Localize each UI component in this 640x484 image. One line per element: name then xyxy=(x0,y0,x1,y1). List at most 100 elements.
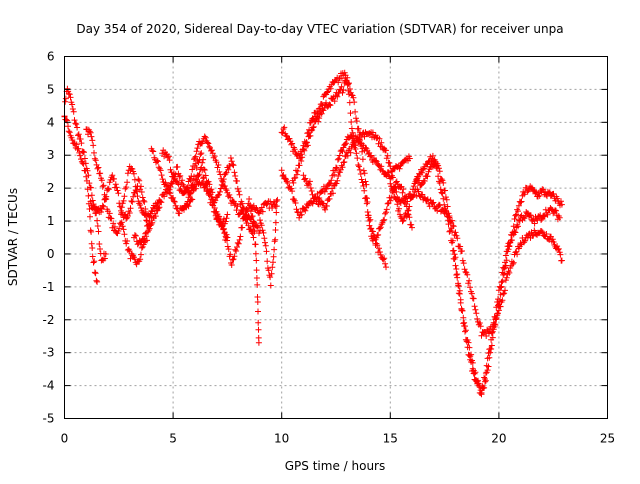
data-point xyxy=(506,242,513,249)
data-point xyxy=(247,201,254,208)
data-point xyxy=(205,140,212,147)
data-point xyxy=(296,162,303,169)
data-point xyxy=(375,162,382,169)
data-point xyxy=(352,142,359,149)
data-point xyxy=(515,208,521,215)
data-point xyxy=(201,133,208,140)
data-point xyxy=(327,102,334,109)
data-point xyxy=(253,267,260,274)
data-point xyxy=(158,199,165,206)
data-point xyxy=(134,193,141,200)
data-point xyxy=(468,359,475,365)
data-point xyxy=(326,101,333,108)
data-point xyxy=(453,266,460,272)
data-point xyxy=(272,227,279,233)
data-point xyxy=(100,203,107,210)
data-point xyxy=(264,258,271,265)
data-point xyxy=(191,155,198,161)
data-point xyxy=(380,217,387,224)
data-point xyxy=(498,279,505,286)
data-point xyxy=(86,128,93,135)
data-point xyxy=(448,225,455,231)
y-tick-label: 0 xyxy=(47,247,55,261)
data-point xyxy=(467,284,473,291)
data-point xyxy=(231,169,238,176)
data-point xyxy=(172,171,179,178)
data-point xyxy=(90,259,97,266)
series-trace-5 xyxy=(118,163,150,224)
data-point xyxy=(250,218,257,225)
data-point xyxy=(512,229,519,236)
data-point xyxy=(211,153,218,160)
data-point xyxy=(396,205,402,212)
data-point xyxy=(424,196,431,203)
data-point xyxy=(146,225,153,232)
data-point xyxy=(82,167,89,174)
data-point xyxy=(324,89,330,96)
data-point xyxy=(362,144,369,151)
data-point xyxy=(322,186,329,192)
data-point xyxy=(262,239,268,246)
data-point xyxy=(103,193,110,200)
data-point xyxy=(344,152,351,159)
data-point xyxy=(274,196,281,203)
data-point xyxy=(225,166,232,173)
data-point xyxy=(341,159,348,165)
data-point xyxy=(181,189,188,196)
data-point xyxy=(223,215,230,222)
data-point xyxy=(455,280,462,287)
data-point xyxy=(283,178,290,185)
data-point xyxy=(132,232,139,239)
data-point xyxy=(399,189,406,196)
data-point xyxy=(86,206,93,212)
data-point xyxy=(335,173,342,179)
data-point xyxy=(200,166,207,173)
data-point xyxy=(322,206,329,213)
data-point xyxy=(418,181,425,188)
data-point xyxy=(362,178,369,185)
data-point xyxy=(89,245,96,251)
data-point xyxy=(128,198,135,204)
data-point xyxy=(62,95,69,102)
data-point xyxy=(359,179,366,186)
data-point xyxy=(462,327,469,334)
data-point xyxy=(456,287,463,294)
y-tick-label: -5 xyxy=(43,412,55,426)
data-point xyxy=(546,236,553,243)
data-point xyxy=(454,235,461,242)
data-point xyxy=(333,165,340,172)
data-point xyxy=(72,120,79,127)
data-point xyxy=(470,370,477,377)
data-point xyxy=(124,238,131,244)
data-point xyxy=(358,176,365,183)
data-point xyxy=(111,223,118,230)
data-point xyxy=(99,202,106,209)
data-point xyxy=(65,123,71,130)
data-point xyxy=(216,168,223,175)
data-point xyxy=(173,178,180,185)
data-point xyxy=(468,290,475,297)
data-point xyxy=(354,155,361,162)
data-point xyxy=(239,224,246,231)
data-point xyxy=(538,217,545,223)
data-point xyxy=(509,261,516,267)
data-point xyxy=(92,157,99,164)
data-point xyxy=(249,213,256,220)
data-point xyxy=(429,152,436,159)
data-point xyxy=(235,240,242,247)
data-point xyxy=(89,253,96,260)
data-point xyxy=(206,188,213,195)
data-point xyxy=(159,176,166,183)
data-point xyxy=(198,150,205,157)
data-point xyxy=(176,173,183,180)
data-point xyxy=(115,228,122,234)
data-point xyxy=(200,156,207,163)
data-point xyxy=(243,206,250,213)
data-point xyxy=(388,167,395,174)
data-point xyxy=(444,203,451,210)
data-point xyxy=(441,201,448,208)
data-point xyxy=(518,198,525,205)
data-point xyxy=(184,202,191,208)
data-point xyxy=(251,228,258,235)
